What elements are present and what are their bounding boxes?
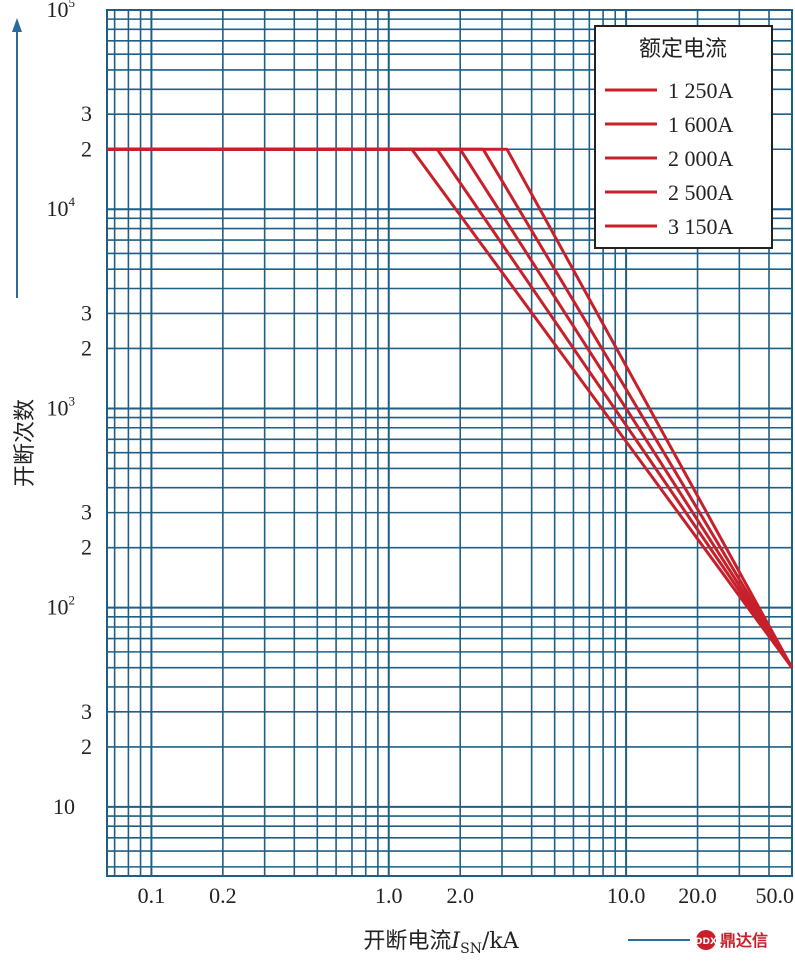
watermark: DDX 鼎达信: [690, 927, 792, 953]
y-tick-base: 2: [81, 535, 92, 560]
y-tick-base: 10: [47, 395, 69, 420]
watermark-logo-icon: [696, 930, 716, 950]
y-tick-base: 10: [47, 196, 69, 221]
y-tick-label: 105: [47, 0, 76, 22]
x-tick-label: 0.2: [209, 883, 237, 908]
legend-label-2: 1 600A: [668, 112, 734, 137]
watermark-text: 鼎达信: [720, 931, 768, 950]
y-tick-base: 2: [81, 734, 92, 759]
x-axis-label-sub: SN: [460, 941, 482, 957]
y-tick-exp: 2: [69, 593, 76, 608]
y-tick-base: 3: [81, 300, 92, 325]
x-tick-label: 2.0: [446, 883, 474, 908]
y-axis-label: 开断次数: [13, 399, 38, 487]
legend: 额定电流 1 250A 1 600A 2 000A 2 500A 3 150A: [594, 25, 773, 249]
y-tick-base: 10: [53, 794, 75, 819]
y-tick-label: 102: [47, 593, 76, 620]
x-axis-ticks: 0.1 0.2 1.0 2.0 10.0 20.0 50.0: [138, 883, 794, 908]
y-tick-label: 3: [81, 101, 92, 126]
y-tick-base: 2: [81, 335, 92, 360]
y-tick-base: 3: [81, 500, 92, 525]
legend-label-1: 1 250A: [668, 78, 734, 103]
y-tick-exp: 3: [69, 393, 76, 408]
legend-label-3: 2 000A: [668, 146, 734, 171]
y-tick-label: 3: [81, 500, 92, 525]
y-tick-label: 2: [81, 535, 92, 560]
x-axis-label-text: 开断电流: [363, 929, 451, 954]
y-axis-arrow: [12, 18, 22, 298]
x-axis-label: 开断电流ISN/kA: [363, 929, 519, 957]
y-tick-base: 2: [81, 136, 92, 161]
x-axis-label-unit: /kA: [482, 929, 520, 954]
y-tick-label: 104: [47, 194, 76, 221]
y-tick-label: 10: [53, 794, 75, 819]
y-tick-label: 2: [81, 136, 92, 161]
y-tick-label: 2: [81, 335, 92, 360]
grid: [106, 9, 793, 877]
y-tick-label: 3: [81, 699, 92, 724]
x-tick-label: 20.0: [678, 883, 717, 908]
watermark-logo-text: DDX: [695, 937, 717, 947]
legend-label-5: 3 150A: [668, 214, 734, 239]
legend-title: 额定电流: [639, 36, 727, 61]
y-tick-label: 2: [81, 734, 92, 759]
series-lines: [107, 147, 794, 669]
x-tick-label: 10.0: [607, 883, 646, 908]
legend-items: 1 250A 1 600A 2 000A 2 500A 3 150A: [605, 78, 734, 239]
x-tick-label: 1.0: [375, 883, 403, 908]
y-tick-base: 3: [81, 101, 92, 126]
x-axis-label-var: I: [450, 929, 461, 954]
x-tick-label: 0.1: [138, 883, 166, 908]
y-tick-base: 10: [47, 595, 69, 620]
legend-box: [594, 25, 773, 249]
y-tick-exp: 5: [69, 0, 76, 10]
y-tick-exp: 4: [69, 194, 76, 209]
y-tick-label: 3: [81, 300, 92, 325]
y-tick-base: 3: [81, 699, 92, 724]
series-line-5: [107, 147, 794, 669]
y-tick-base: 10: [47, 0, 69, 22]
y-tick-label: 103: [47, 393, 76, 420]
x-tick-label: 50.0: [756, 883, 795, 908]
legend-label-4: 2 500A: [668, 180, 734, 205]
